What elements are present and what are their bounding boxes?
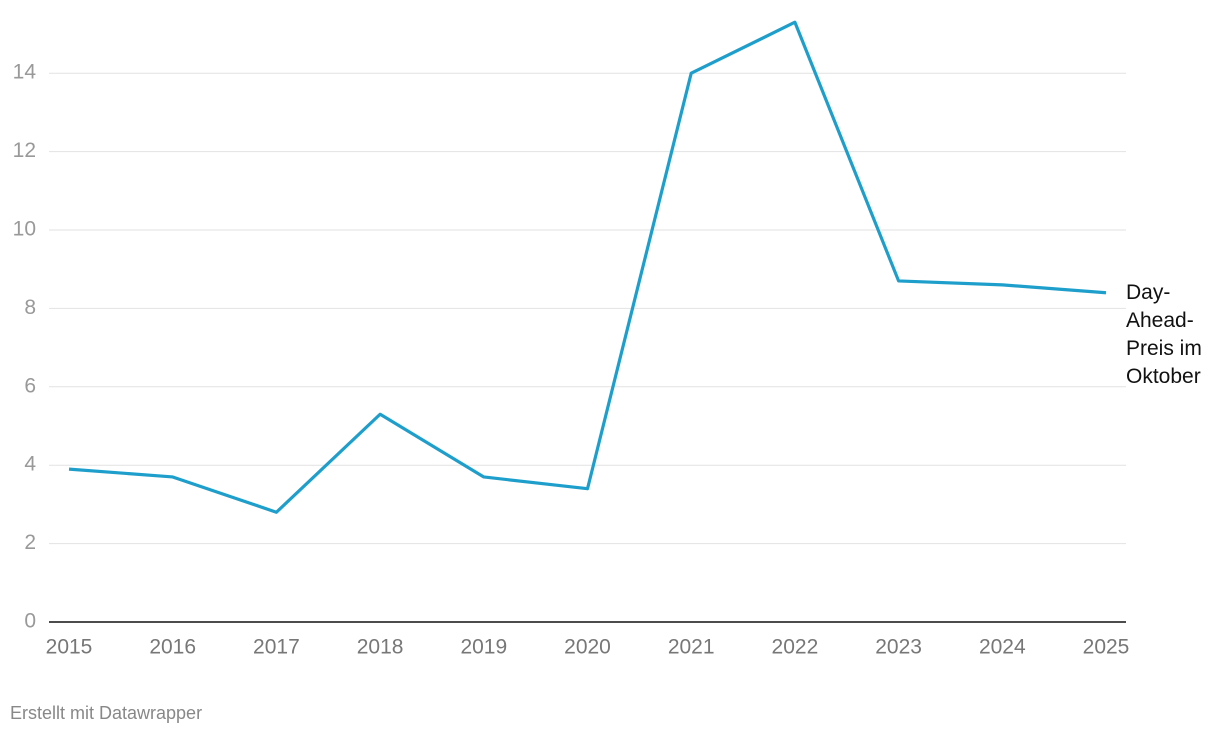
y-tick-label: 2 [24,531,36,554]
x-tick-label: 2023 [875,636,922,659]
x-tick-label: 2016 [149,636,196,659]
x-tick-label: 2015 [46,636,93,659]
x-tick-label: 2022 [772,636,819,659]
y-tick-label: 6 [24,374,36,397]
y-tick-label: 8 [24,296,36,319]
x-tick-label: 2019 [460,636,507,659]
x-tick-label: 2017 [253,636,300,659]
source-note: Erstellt mit Datawrapper [10,703,203,723]
y-tick-label: 4 [24,453,36,476]
x-tick-label: 2025 [1083,636,1130,659]
y-tick-label: 0 [24,610,36,633]
y-tick-label: 10 [13,218,36,241]
x-tick-label: 2020 [564,636,611,659]
x-tick-label: 2024 [979,636,1026,659]
x-tick-label: 2021 [668,636,715,659]
y-tick-label: 12 [13,139,36,162]
x-tick-label: 2018 [357,636,404,659]
line [68,20,1107,514]
series-label: Day-Ahead-Preis im Oktober [1126,280,1202,388]
y-tick-label: 14 [13,61,37,84]
